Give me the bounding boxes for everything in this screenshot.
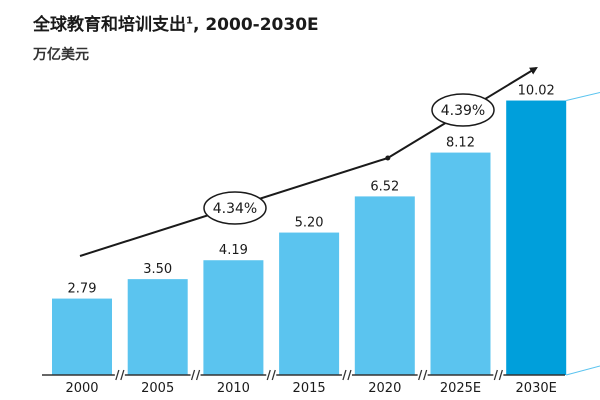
bar-2000 [52, 298, 112, 375]
bar-2005 [127, 279, 188, 375]
x-tick-label-2000: 2000 [65, 381, 98, 396]
bar-2030E [506, 100, 567, 376]
x-tick-label-2015: 2015 [293, 381, 326, 396]
axis-break-mark [417, 369, 428, 381]
data-label-2005: 3.50 [143, 262, 172, 277]
data-label-2015: 5.20 [295, 216, 324, 231]
connector-line-bottom [566, 365, 600, 376]
cagr-label: 4.34% [213, 201, 257, 217]
title-suffix: , 2000-2030E [192, 15, 319, 35]
bar-2015 [279, 232, 340, 375]
x-tick-label-2010: 2010 [217, 381, 250, 396]
x-tick-label-2005: 2005 [141, 381, 174, 396]
axis-break-mark [266, 369, 277, 381]
title-footnote: 1 [186, 15, 193, 27]
cagr-annotation: 4.39% [431, 93, 495, 127]
bar-2010 [203, 260, 264, 375]
bar-2020 [354, 196, 415, 375]
data-label-2010: 4.19 [219, 243, 248, 258]
cagr-label: 4.39% [441, 103, 485, 119]
data-label-2025E: 8.12 [446, 136, 475, 151]
data-label-2020: 6.52 [370, 179, 399, 194]
axis-break-mark [341, 369, 352, 381]
y-axis-unit-label: 万亿美元 [33, 47, 89, 63]
axis-break-mark [114, 369, 125, 381]
bar-2025E [430, 152, 491, 375]
data-label-2000: 2.79 [68, 282, 97, 297]
x-tick-label-2020: 2020 [368, 381, 401, 396]
axis-break-mark [493, 369, 504, 381]
chart-title: 全球教育和培训支出1, 2000-2030E [33, 15, 319, 35]
data-label-2030E: 10.02 [518, 84, 555, 99]
x-tick-label-2030E: 2030E [516, 381, 557, 396]
connector-line-top [566, 92, 600, 102]
axis-break-mark [190, 369, 201, 381]
x-tick-label-2025E: 2025E [440, 381, 481, 396]
cagr-annotation: 4.34% [203, 191, 267, 225]
